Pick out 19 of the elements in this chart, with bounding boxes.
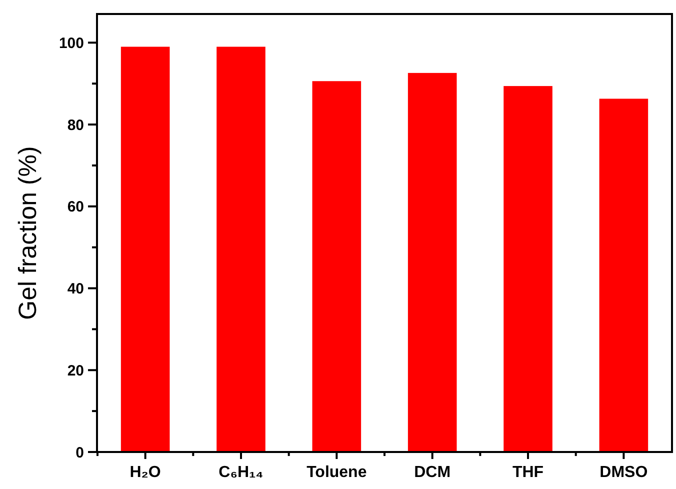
x-tick-label: DCM	[414, 464, 451, 481]
bar	[120, 46, 170, 452]
bar	[312, 81, 362, 452]
bar	[599, 98, 648, 452]
bar	[216, 46, 266, 452]
y-axis-title: Gel fraction (%)	[14, 146, 42, 320]
y-tick-label: 100	[58, 34, 84, 52]
x-tick-label: DMSO	[600, 464, 648, 481]
x-tick-label: Toluene	[306, 464, 367, 481]
bar	[504, 86, 552, 452]
x-tick-label: H₂O	[130, 464, 161, 481]
y-tick-label: 40	[67, 280, 84, 298]
bar	[408, 72, 457, 452]
y-tick-label: 60	[67, 198, 84, 216]
x-tick-label: THF	[512, 464, 544, 481]
y-tick-label: 0	[76, 444, 84, 462]
y-tick-label: 80	[67, 116, 84, 134]
x-tick-label: C₆H₁₄	[218, 464, 264, 481]
y-tick-label: 20	[67, 362, 84, 380]
